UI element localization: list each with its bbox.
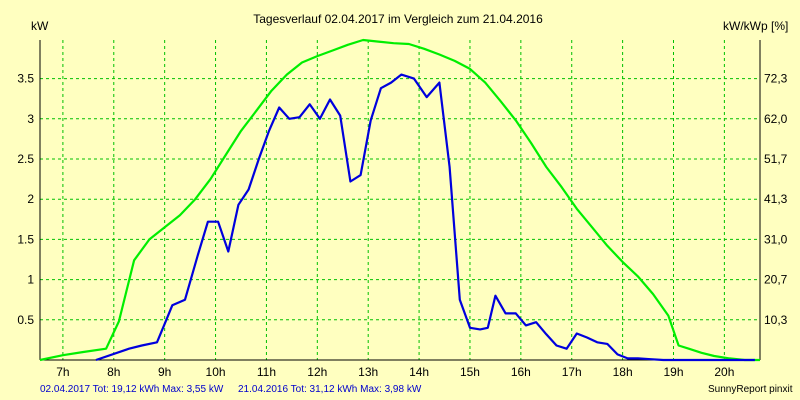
x-tick-label: 7h xyxy=(56,365,69,379)
y-tick-label-right: 41,3 xyxy=(764,192,788,206)
x-tick-label: 16h xyxy=(511,365,531,379)
legend-series-1: 02.04.2017 Tot: 19,12 kWh Max: 3,55 kW xyxy=(40,384,224,395)
x-tick-label: 9h xyxy=(158,365,171,379)
x-tick-label: 17h xyxy=(562,365,582,379)
series-line-21-04-2016 xyxy=(39,38,760,362)
y-tick-label-left: 3.5 xyxy=(17,72,34,86)
x-tick-label: 20h xyxy=(714,365,734,379)
tick-labels: 7h 8h 9h 10h 11h 12h 13h 14h 15h 16h 17h 18h 19h 20h 0… xyxy=(17,72,787,379)
credit-label: SunnyReport pinxit xyxy=(708,384,793,395)
y-tick-label-right: 10,3 xyxy=(764,313,788,327)
x-tick-label: 8h xyxy=(107,365,120,379)
chart-title: Tagesverlauf 02.04.2017 im Vergleich zum… xyxy=(253,12,543,26)
x-tick-label: 11h xyxy=(257,365,276,379)
y-tick-label-left: 3 xyxy=(27,112,34,126)
y-tick-label-left: 1 xyxy=(27,273,34,287)
x-tick-label: 18h xyxy=(613,365,633,379)
axes xyxy=(39,40,761,361)
x-tick-label: 19h xyxy=(663,365,683,379)
y-axis-left-label: kW xyxy=(31,19,49,33)
y-tick-label-left: 2.5 xyxy=(17,152,34,166)
y-tick-label-right: 31,0 xyxy=(764,232,788,246)
y-tick-label-left: 1.5 xyxy=(17,232,34,246)
y-axis-right-label: kW/kWp [%] xyxy=(723,19,788,33)
x-tick-label: 14h xyxy=(409,365,429,379)
series-line-02-04-2017 xyxy=(95,73,755,362)
legend-series-2: 21.04.2016 Tot: 31,12 kWh Max: 3,98 kW xyxy=(238,384,422,395)
y-tick-label-right: 51,7 xyxy=(764,152,788,166)
series-layer xyxy=(39,38,760,362)
y-tick-label-left: 0.5 xyxy=(17,313,34,327)
y-tick-label-right: 72,3 xyxy=(764,72,788,86)
x-tick-label: 10h xyxy=(206,365,226,379)
x-tick-label: 15h xyxy=(460,365,480,379)
y-tick-label-right: 20,7 xyxy=(764,273,788,287)
y-tick-label-right: 62,0 xyxy=(764,112,788,126)
y-tick-label-left: 2 xyxy=(27,192,34,206)
x-tick-label: 12h xyxy=(307,365,327,379)
grid xyxy=(40,40,760,360)
x-tick-label: 13h xyxy=(358,365,378,379)
